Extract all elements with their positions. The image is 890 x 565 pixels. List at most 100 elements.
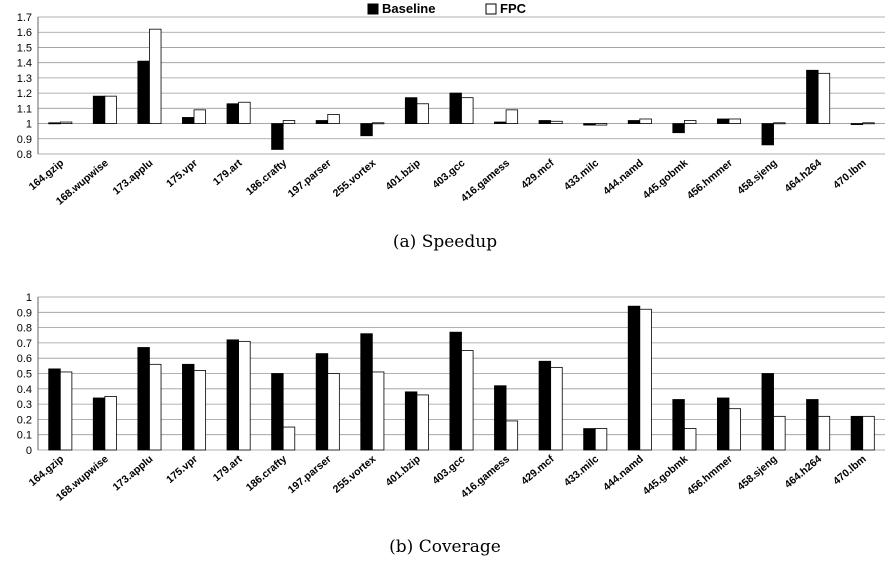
speedup-xtick-label: 464.h264	[782, 157, 824, 195]
coverage-bar-baseline	[315, 353, 329, 451]
coverage-bar-baseline	[226, 339, 240, 451]
coverage-xtick-label: 464.h264	[782, 453, 824, 491]
coverage-ytick-label: 0.7	[17, 338, 32, 350]
coverage-bar-fpc	[282, 426, 296, 451]
speedup-bar-fpc	[683, 120, 697, 124]
coverage-bar-baseline	[761, 373, 774, 451]
coverage-bar-baseline	[271, 373, 284, 451]
coverage-xtick-label: 416.gamess	[459, 453, 512, 501]
speedup-bar-fpc	[550, 120, 563, 124]
coverage-bar-baseline	[583, 428, 596, 451]
speedup-xtick-label: 255.vortex	[331, 157, 379, 200]
speedup-bar-fpc	[773, 122, 786, 125]
speedup-chart: 0.80.911.11.21.31.41.51.61.7164.gzip168.…	[17, 12, 885, 208]
coverage-bar-baseline	[716, 397, 730, 451]
speedup-xtick-label: 445.gobmk	[641, 157, 691, 202]
coverage-ytick-label: 0.1	[17, 430, 32, 442]
coverage-bar-fpc	[728, 408, 741, 451]
coverage-bar-fpc	[461, 350, 474, 451]
coverage-bar-fpc	[327, 373, 340, 451]
speedup-ytick-label: 1.7	[17, 12, 32, 24]
coverage-ytick-label: 0.3	[17, 399, 32, 411]
speedup-xtick-label: 416.gamess	[459, 157, 512, 205]
coverage-ytick-label: 0.6	[17, 353, 32, 365]
coverage-bar-baseline	[92, 397, 106, 451]
coverage-bar-fpc	[594, 428, 608, 451]
speedup-ytick-label: 1.4	[17, 58, 32, 70]
coverage-ytick-label: 0.4	[17, 384, 32, 396]
coverage-bar-baseline	[404, 391, 418, 451]
speedup-bar-baseline	[226, 103, 240, 124]
speedup-bar-fpc	[728, 118, 741, 124]
speedup-xtick-label: 197.parser	[286, 157, 334, 200]
coverage-bar-baseline	[627, 305, 641, 451]
speedup-bar-baseline	[182, 117, 195, 124]
speedup-bar-baseline	[404, 97, 418, 124]
legend: Baseline FPC	[367, 1, 527, 16]
coverage-xtick-label: 445.gobmk	[641, 453, 691, 498]
speedup-caption: (a) Speedup	[392, 232, 498, 252]
coverage-ytick-label: 0.8	[17, 323, 32, 335]
coverage-bar-fpc	[416, 394, 429, 451]
speedup-xtick-label: 429.mcf	[519, 157, 557, 192]
speedup-bar-baseline	[315, 120, 329, 124]
coverage-bar-fpc	[149, 363, 162, 451]
speedup-bar-fpc	[505, 109, 519, 124]
speedup-bar-fpc	[817, 72, 831, 124]
coverage-bar-fpc	[193, 370, 207, 451]
speedup-bar-baseline	[449, 92, 462, 124]
coverage-bar-fpc	[817, 415, 831, 451]
coverage-xtick-label: 470.lbm	[831, 453, 869, 487]
coverage-bar-fpc	[639, 308, 652, 451]
coverage-ytick-label: 0	[26, 445, 32, 457]
speedup-bar-baseline	[494, 121, 507, 124]
coverage-bar-baseline	[182, 363, 195, 451]
speedup-xtick-label: 179.art	[211, 157, 245, 188]
coverage-xtick-label: 433.milc	[562, 453, 602, 489]
speedup-xtick-label: 173.applu	[111, 157, 156, 197]
speedup-bar-fpc	[104, 95, 117, 124]
speedup-ytick-label: 1.2	[17, 88, 32, 100]
coverage-ytick-label: 1	[26, 292, 32, 304]
speedup-bar-fpc	[461, 97, 474, 124]
coverage-xtick-label: 197.parser	[286, 453, 334, 496]
speedup-bar-fpc	[416, 103, 429, 124]
speedup-xtick-label: 444.namd	[601, 157, 646, 197]
speedup-ytick-label: 0.9	[17, 134, 32, 146]
coverage-bar-baseline	[360, 333, 373, 451]
coverage-bar-fpc	[238, 340, 251, 451]
coverage-xtick-label: 164.gzip	[27, 453, 66, 489]
speedup-xtick-label: 164.gzip	[27, 157, 66, 193]
speedup-bar-baseline	[137, 60, 150, 124]
coverage-bar-fpc	[371, 371, 385, 451]
speedup-ytick-label: 1.6	[17, 27, 32, 39]
speedup-bar-fpc	[282, 120, 296, 124]
speedup-bar-baseline	[360, 123, 373, 137]
coverage-bar-baseline	[137, 347, 150, 451]
speedup-xtick-label: 186.crafty	[244, 157, 289, 198]
coverage-bar-fpc	[104, 396, 117, 451]
coverage-bar-baseline	[672, 399, 685, 451]
coverage-xtick-label: 179.art	[211, 453, 245, 484]
speedup-bar-fpc	[371, 122, 385, 125]
speedup-bar-fpc	[59, 121, 73, 124]
speedup-bar-baseline	[583, 123, 596, 126]
speedup-ytick-label: 1.5	[17, 42, 32, 54]
coverage-bar-fpc	[683, 428, 697, 451]
coverage-xtick-label: 173.applu	[111, 453, 156, 493]
speedup-bar-baseline	[672, 123, 685, 134]
coverage-chart: 00.10.20.30.40.50.60.70.80.91164.gzip168…	[17, 292, 885, 504]
speedup-ytick-label: 1.3	[17, 73, 32, 85]
coverage-ytick-label: 0.5	[17, 369, 32, 381]
speedup-bar-fpc	[193, 109, 207, 124]
speedup-bar-baseline	[761, 123, 774, 146]
speedup-xtick-label: 175.vpr	[164, 157, 200, 190]
coverage-bar-baseline	[806, 399, 819, 451]
coverage-bar-fpc	[550, 366, 563, 451]
speedup-xtick-label: 458.sjeng	[735, 157, 779, 197]
coverage-bar-baseline	[538, 360, 552, 451]
speedup-bar-baseline	[806, 69, 819, 124]
coverage-bar-fpc	[862, 415, 875, 451]
speedup-bar-baseline	[716, 118, 730, 124]
